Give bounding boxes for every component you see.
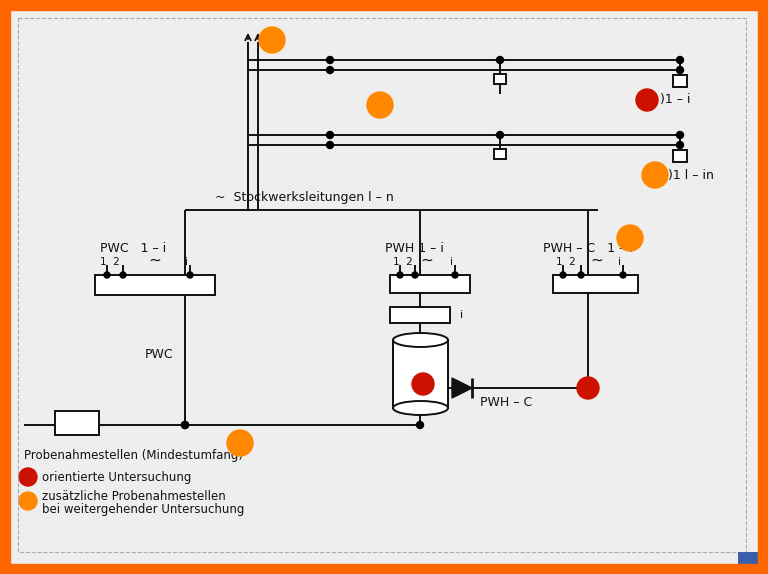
Circle shape <box>412 373 434 395</box>
Circle shape <box>617 225 643 251</box>
Text: )1 l – in: )1 l – in <box>668 169 714 181</box>
Circle shape <box>452 272 458 278</box>
Circle shape <box>578 272 584 278</box>
Circle shape <box>412 272 418 278</box>
Circle shape <box>677 56 684 64</box>
Circle shape <box>227 430 253 456</box>
Text: ~  Stockwerksleitungen l – n: ~ Stockwerksleitungen l – n <box>215 192 394 204</box>
Text: ~: ~ <box>148 253 161 267</box>
Text: zusätzliche Probenahmestellen: zusätzliche Probenahmestellen <box>42 491 226 503</box>
Text: PWH 1 – i: PWH 1 – i <box>385 242 444 254</box>
Circle shape <box>19 492 37 510</box>
Circle shape <box>677 142 684 149</box>
Text: i: i <box>450 257 453 267</box>
Text: ~: ~ <box>590 253 603 267</box>
Bar <box>758 0 768 574</box>
Ellipse shape <box>393 333 448 347</box>
Circle shape <box>496 56 504 64</box>
Polygon shape <box>452 378 472 398</box>
Bar <box>553 275 638 293</box>
Bar <box>738 552 762 570</box>
Text: m³: m³ <box>65 418 81 432</box>
Bar <box>390 307 450 323</box>
Bar <box>393 340 448 408</box>
Circle shape <box>181 421 188 429</box>
Bar <box>390 275 470 293</box>
Bar <box>673 75 687 87</box>
Bar <box>494 74 506 84</box>
Text: i: i <box>185 257 188 267</box>
Circle shape <box>416 421 423 429</box>
Bar <box>673 150 687 162</box>
Text: 5: 5 <box>746 554 754 568</box>
Text: 1~2: 1~2 <box>395 310 417 320</box>
Text: PWC: PWC <box>145 348 174 362</box>
Text: orientierte Untersuchung: orientierte Untersuchung <box>42 471 191 483</box>
Text: (PWH): (PWH) <box>397 367 434 381</box>
Circle shape <box>367 92 393 118</box>
Ellipse shape <box>393 401 448 415</box>
Circle shape <box>120 272 126 278</box>
Circle shape <box>636 89 658 111</box>
Circle shape <box>642 162 668 188</box>
Text: Probenahmestellen (Mindestumfang): Probenahmestellen (Mindestumfang) <box>24 448 243 461</box>
Circle shape <box>677 131 684 138</box>
Bar <box>494 149 506 159</box>
Bar <box>0 564 768 574</box>
Circle shape <box>326 131 333 138</box>
Text: )1 – i: )1 – i <box>660 94 690 107</box>
Bar <box>55 411 99 435</box>
Circle shape <box>326 56 333 64</box>
Text: i: i <box>460 310 463 320</box>
Bar <box>0 0 10 574</box>
Text: ~: ~ <box>420 253 432 267</box>
Text: bei weitergehender Untersuchung: bei weitergehender Untersuchung <box>42 503 244 517</box>
Circle shape <box>19 468 37 486</box>
Circle shape <box>496 131 504 138</box>
Circle shape <box>326 142 333 149</box>
Circle shape <box>677 67 684 73</box>
Circle shape <box>104 272 110 278</box>
Text: PWC   1 – i: PWC 1 – i <box>100 242 166 254</box>
Circle shape <box>187 272 193 278</box>
Circle shape <box>397 272 403 278</box>
Text: PWH – C: PWH – C <box>480 395 532 409</box>
Circle shape <box>259 27 285 53</box>
Circle shape <box>560 272 566 278</box>
Text: 1  2: 1 2 <box>556 257 576 267</box>
Text: 1  2: 1 2 <box>100 257 120 267</box>
Circle shape <box>620 272 626 278</box>
Text: i: i <box>618 257 621 267</box>
Bar <box>0 0 768 10</box>
Circle shape <box>181 421 188 429</box>
Text: 1  2: 1 2 <box>393 257 412 267</box>
Text: Verteiler: Verteiler <box>117 278 167 292</box>
Text: PWH – C   1 – i: PWH – C 1 – i <box>543 242 633 254</box>
Bar <box>95 275 215 295</box>
Circle shape <box>577 377 599 399</box>
Circle shape <box>326 67 333 73</box>
